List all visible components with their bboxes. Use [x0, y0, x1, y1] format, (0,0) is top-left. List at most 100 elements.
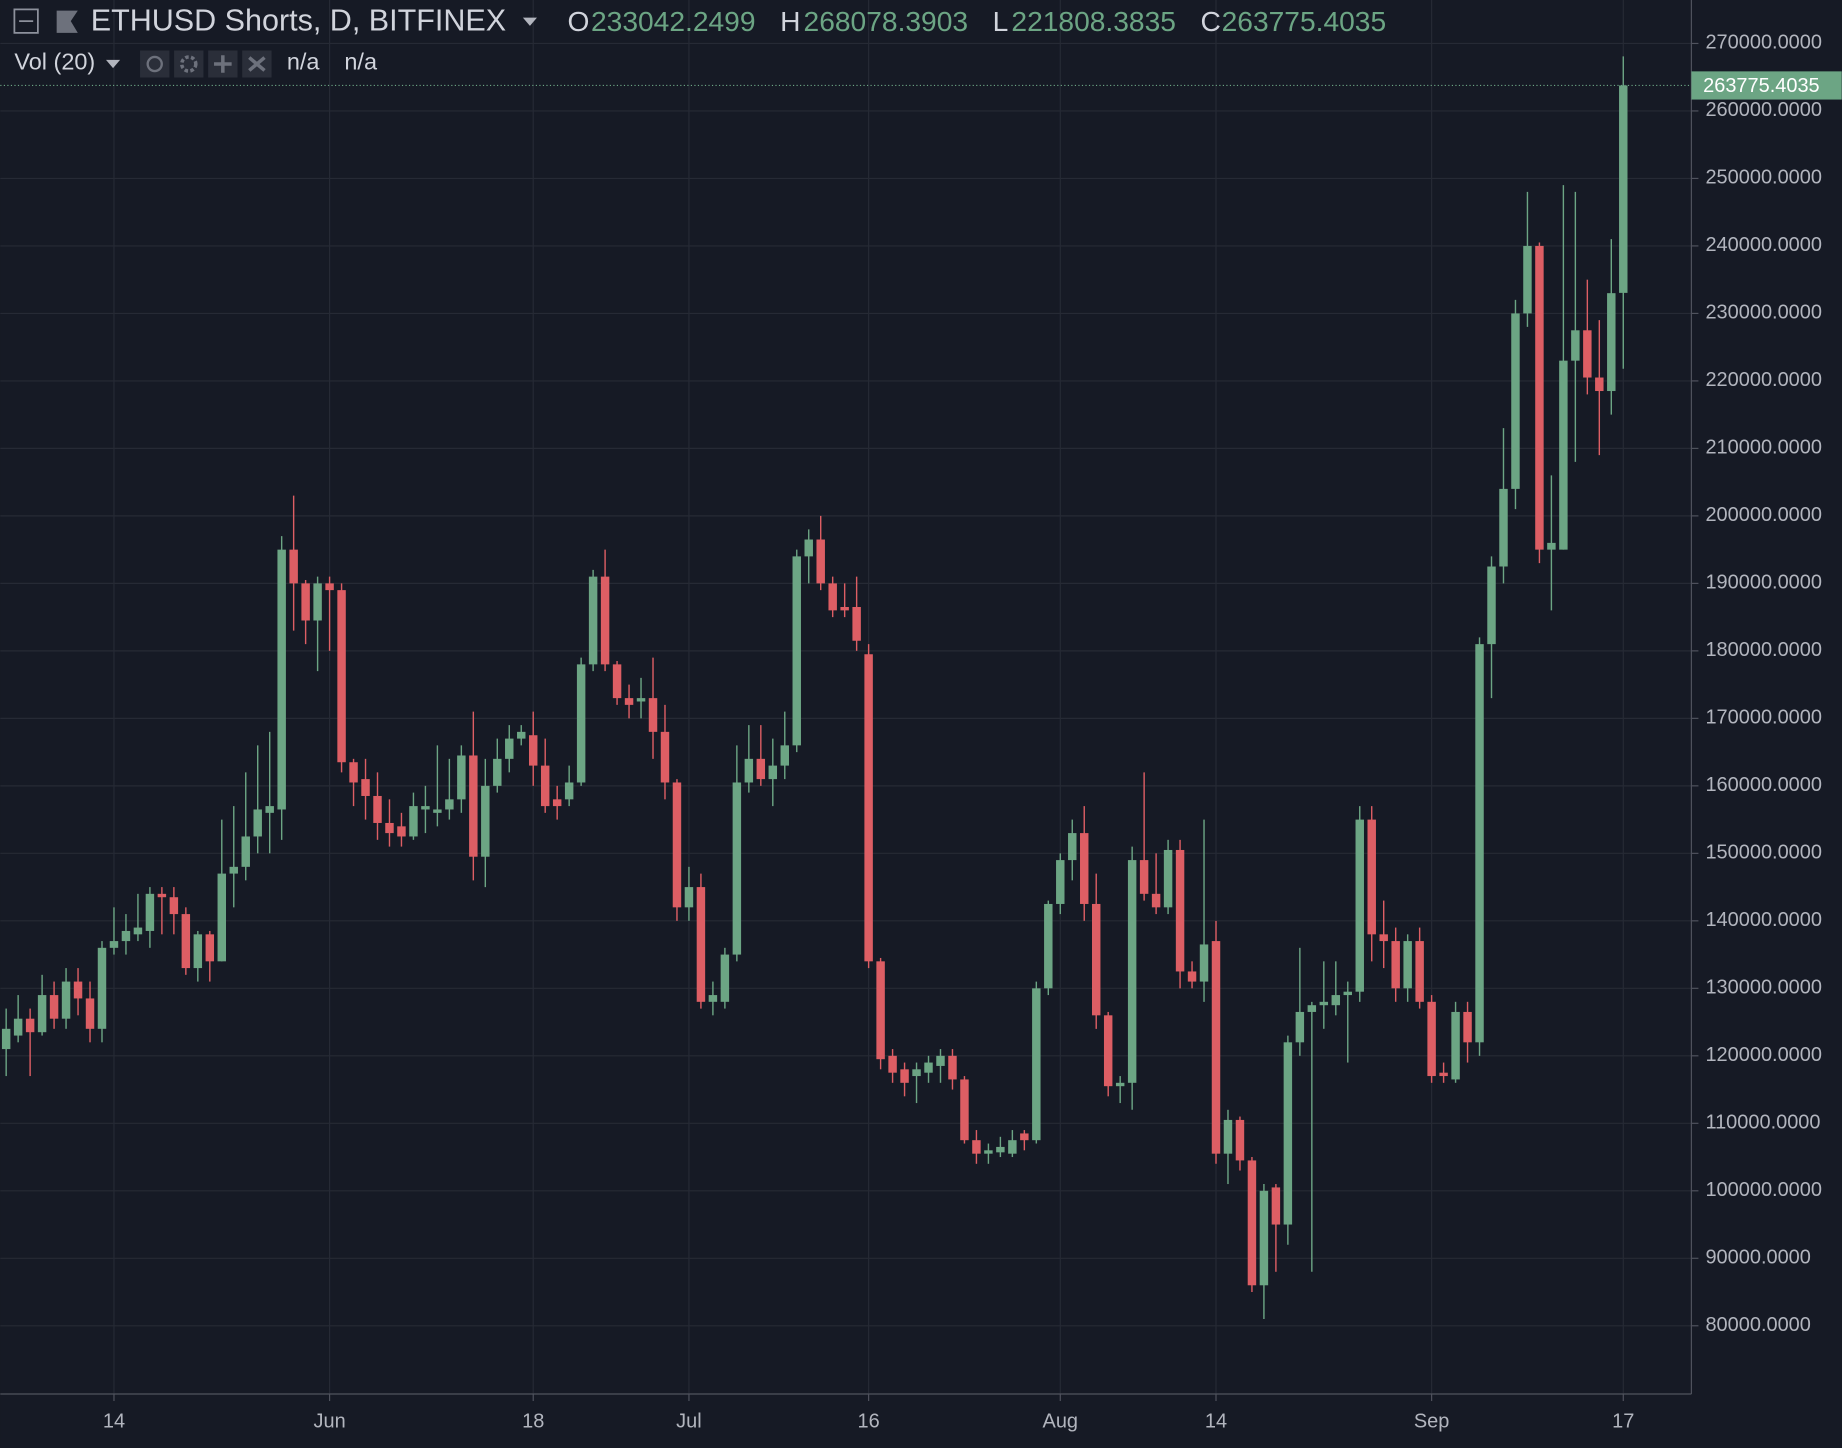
y-tick-label: 130000.0000 — [1705, 977, 1822, 999]
candle-body — [1068, 833, 1077, 861]
candle-body — [1559, 360, 1568, 550]
y-tick-label: 200000.0000 — [1705, 504, 1822, 526]
y-tick-label: 270000.0000 — [1705, 32, 1822, 54]
candle-body — [948, 1055, 957, 1080]
settings-button[interactable] — [174, 50, 204, 78]
candle-body — [1619, 85, 1628, 293]
candle-body — [241, 836, 250, 867]
low-value: 221808.3835 — [1011, 5, 1176, 37]
candle-body — [265, 806, 274, 813]
candle-body — [229, 866, 238, 874]
x-tick-label: 14 — [103, 1410, 125, 1432]
high-value: 268078.3903 — [804, 5, 969, 37]
dropdown-icon[interactable] — [522, 17, 537, 26]
flag-icon[interactable] — [56, 10, 78, 33]
candle-body — [1, 1028, 11, 1050]
candle-body — [1487, 566, 1496, 645]
symbol-title[interactable]: ETHUSD Shorts, D, BITFINEX — [91, 3, 506, 37]
candle-body — [1307, 1005, 1317, 1012]
candle-body — [972, 1140, 981, 1154]
candle-body — [1259, 1190, 1269, 1286]
candle-body — [217, 873, 227, 962]
candle-body — [349, 762, 358, 783]
candle-body — [1080, 833, 1089, 904]
candle-body — [708, 995, 718, 1002]
candle-body — [1247, 1160, 1257, 1286]
candle-body — [157, 893, 167, 898]
settings-icon — [179, 55, 198, 73]
candle-body — [564, 782, 574, 800]
y-tick-label: 190000.0000 — [1705, 572, 1822, 594]
y-tick-label: 160000.0000 — [1705, 774, 1822, 796]
indicator-value: n/a — [287, 49, 321, 75]
candle-body — [301, 583, 310, 621]
candle-body — [1163, 849, 1173, 908]
candle-body — [1595, 377, 1604, 392]
candle-body — [145, 893, 155, 931]
x-tick-label: 16 — [858, 1410, 880, 1432]
candle-body — [445, 799, 454, 810]
candle-body — [816, 539, 825, 584]
candle-body — [37, 995, 47, 1033]
candle-body — [469, 755, 478, 857]
candle-body — [253, 809, 262, 837]
candle-body — [517, 731, 526, 739]
legend-header: ETHUSD Shorts, D, BITFINEX O 233042.2499… — [13, 3, 1386, 78]
candle-body — [193, 934, 203, 969]
candle-body — [25, 1018, 35, 1033]
candle-body — [1583, 330, 1592, 378]
candle-body — [1008, 1140, 1017, 1154]
indicator-value: n/a — [344, 49, 378, 75]
candle-body — [1535, 245, 1544, 550]
x-tick-label: 17 — [1612, 1410, 1634, 1432]
collapse-icon[interactable] — [13, 8, 39, 34]
candle-body — [121, 930, 131, 942]
candle-body — [1511, 313, 1520, 489]
candle-body — [936, 1055, 945, 1066]
candle-body — [1415, 941, 1424, 1002]
candle-body — [528, 735, 538, 766]
low-label: L — [993, 5, 1009, 37]
candle-body — [385, 822, 394, 834]
x-tick-label: Jun — [314, 1410, 346, 1432]
candle-body — [373, 795, 382, 823]
candle-body — [481, 785, 490, 857]
candle-body — [1343, 991, 1352, 996]
x-tick-label: Jul — [676, 1410, 702, 1432]
y-tick-label: 220000.0000 — [1705, 369, 1822, 391]
candle-body — [1355, 819, 1364, 992]
candle-body — [648, 698, 658, 732]
candle-body — [1199, 944, 1209, 982]
candle-body — [984, 1150, 993, 1154]
candle-body — [1319, 1001, 1329, 1006]
close-label: C — [1201, 5, 1221, 37]
candle-body — [1032, 988, 1041, 1141]
add-icon — [214, 55, 232, 73]
last-price-tag — [1691, 71, 1842, 100]
candle-body — [864, 654, 873, 962]
y-tick-label: 100000.0000 — [1705, 1179, 1822, 1201]
y-tick-label: 110000.0000 — [1705, 1112, 1820, 1134]
candle-body — [289, 549, 298, 584]
candle-body — [1499, 488, 1508, 567]
candle-body — [49, 995, 59, 1019]
y-tick-label: 150000.0000 — [1705, 842, 1822, 864]
candle-body — [780, 745, 790, 766]
indicator-name[interactable]: Vol (20) — [14, 49, 95, 75]
indicator-dropdown[interactable] — [105, 59, 121, 69]
last-price: 263775.4035 — [0, 71, 1842, 100]
candle-body — [85, 998, 95, 1029]
candle-body — [1044, 903, 1053, 989]
candle-body — [960, 1079, 969, 1141]
x-tick-label: Sep — [1414, 1410, 1450, 1432]
candle-body — [169, 897, 179, 915]
x-tick-label: 18 — [522, 1410, 544, 1432]
candle-body — [1295, 1011, 1305, 1043]
candle-body — [1091, 903, 1101, 1016]
candle-body — [433, 809, 442, 813]
candle-body — [1103, 1015, 1113, 1087]
eye-button[interactable] — [140, 50, 170, 78]
candle-body — [457, 755, 466, 800]
candle-body — [792, 556, 801, 746]
